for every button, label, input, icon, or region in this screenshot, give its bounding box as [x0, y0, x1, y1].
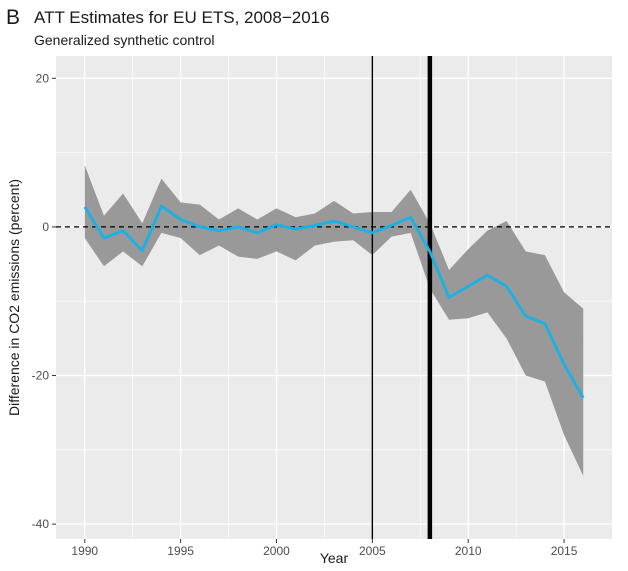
x-tick-label: 1995 [167, 544, 194, 558]
x-axis-label: Year [320, 550, 349, 566]
x-tick-label: 1990 [71, 544, 98, 558]
y-axis-label: Difference in CO2 emissions (percent) [6, 179, 22, 416]
att-estimate-line [83, 204, 585, 399]
reference-lines [56, 56, 612, 539]
y-tick-label: 20 [36, 71, 50, 85]
x-tick-label: 2005 [359, 544, 386, 558]
chart-subtitle: Generalized synthetic control [34, 32, 215, 48]
estimate-line-layer [83, 204, 585, 399]
y-tick-label: -40 [32, 517, 50, 531]
y-tick-label: 0 [42, 220, 49, 234]
confidence-band [84, 165, 584, 476]
chart-title: ATT Estimates for EU ETS, 2008−2016 [34, 8, 330, 27]
panel-letter: B [6, 6, 20, 29]
confidence-band-layer [84, 165, 584, 476]
y-tick-label: -20 [32, 369, 50, 383]
axes: 1990 1995 2000 2005 2010 2015 20 0 -20 -40 [32, 71, 578, 558]
x-tick-label: 2010 [455, 544, 482, 558]
x-tick-label: 2015 [551, 544, 578, 558]
x-tick-label: 2000 [263, 544, 290, 558]
